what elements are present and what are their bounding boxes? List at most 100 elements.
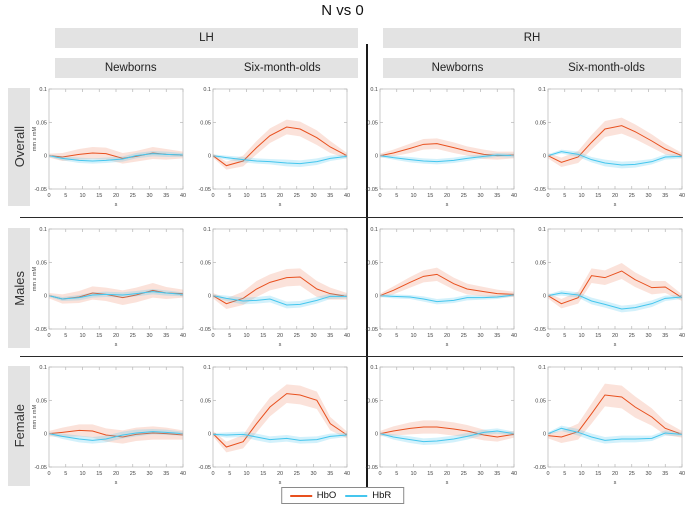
- hbr-legend-line: [345, 494, 368, 497]
- chart-canvas: 0 5 10 15 20 25 30 35 400.10.050-0.05s: [198, 227, 350, 348]
- svg-text:0: 0: [375, 294, 378, 300]
- svg-text:5: 5: [563, 333, 566, 339]
- svg-text:0: 0: [543, 154, 546, 160]
- chart-canvas: 0 5 10 15 20 25 30 35 400.10.050-0.05s: [365, 87, 517, 208]
- svg-text:0: 0: [375, 432, 378, 438]
- svg-text:0.05: 0.05: [200, 260, 211, 266]
- svg-text:0: 0: [543, 294, 546, 300]
- svg-text:40: 40: [679, 333, 685, 339]
- svg-text:15: 15: [96, 471, 102, 477]
- chart-canvas: 0 5 10 15 20 25 30 35 400.10.050-0.05s: [198, 365, 350, 486]
- svg-text:40: 40: [180, 193, 186, 199]
- hbo-line: [547, 394, 683, 438]
- figure-title: N vs 0: [321, 2, 364, 19]
- svg-text:0.1: 0.1: [39, 365, 47, 371]
- svg-text:30: 30: [310, 193, 316, 199]
- svg-text:-0.05: -0.05: [533, 327, 546, 333]
- svg-text:10: 10: [410, 471, 416, 477]
- svg-text:0.05: 0.05: [36, 260, 47, 266]
- svg-text:s: s: [446, 342, 449, 348]
- chart-canvas: 0 5 10 15 20 25 30 35 400.10.050-0.05s: [198, 87, 350, 208]
- hbr-band: [213, 293, 347, 309]
- hbo-band: [548, 383, 682, 443]
- hbr-line: [547, 151, 683, 166]
- svg-text:40: 40: [180, 333, 186, 339]
- row-header-overall: Overall: [8, 88, 30, 206]
- svg-text:-0.05: -0.05: [365, 327, 378, 333]
- chart-canvas: 0 5 10 15 20 25 30 35 400.10.050-0.05s: [533, 227, 685, 348]
- svg-text:15: 15: [96, 193, 102, 199]
- hbo-line: [212, 276, 348, 305]
- svg-text:25: 25: [294, 471, 300, 477]
- svg-text:s: s: [115, 202, 118, 208]
- svg-text:25: 25: [130, 471, 136, 477]
- subplot-males-rh-newborns: 0 5 10 15 20 25 30 35 40 0.1 0.05 0 -0.05 s: [360, 224, 520, 354]
- svg-text:s: s: [115, 342, 118, 348]
- svg-text:35: 35: [327, 193, 333, 199]
- svg-text:0: 0: [44, 154, 47, 160]
- svg-text:0.1: 0.1: [203, 365, 211, 371]
- hbr-line: [212, 155, 348, 165]
- svg-text:40: 40: [511, 471, 517, 477]
- svg-text:20: 20: [277, 193, 283, 199]
- svg-text:35: 35: [662, 333, 668, 339]
- subheader-bar-lh: Newborns Six-month-olds: [55, 58, 358, 78]
- hbo-band: [49, 283, 183, 305]
- svg-text:30: 30: [146, 471, 152, 477]
- svg-text:25: 25: [461, 193, 467, 199]
- hbr-band: [380, 153, 514, 165]
- svg-text:0: 0: [47, 193, 50, 199]
- hbo-line: [547, 125, 683, 163]
- svg-text:0.05: 0.05: [367, 398, 378, 404]
- svg-text:10: 10: [410, 333, 416, 339]
- hbo-band: [380, 420, 514, 442]
- svg-text:15: 15: [96, 333, 102, 339]
- svg-text:35: 35: [163, 193, 169, 199]
- hbr-legend-label: HbR: [372, 490, 392, 501]
- svg-text:-0.05: -0.05: [198, 327, 211, 333]
- hbr-line: [547, 427, 683, 441]
- subplot-overall-rh-newborns: 0 5 10 15 20 25 30 35 40 0.1 0.05 0 -0.05 s: [360, 84, 520, 214]
- svg-text:40: 40: [344, 471, 350, 477]
- svg-text:15: 15: [260, 333, 266, 339]
- row-divider-line-2: [20, 356, 683, 357]
- subplot-overall-rh-six-month-olds: 0 5 10 15 20 25 30 35 40 0.1 0.05 0 -0.05 s: [528, 84, 685, 214]
- svg-text:35: 35: [494, 333, 500, 339]
- svg-text:0.05: 0.05: [36, 398, 47, 404]
- svg-text:0.1: 0.1: [538, 87, 546, 93]
- svg-text:s: s: [446, 480, 449, 486]
- svg-text:25: 25: [130, 333, 136, 339]
- svg-text:0.1: 0.1: [538, 227, 546, 233]
- row-label-overall: Overall: [11, 126, 27, 168]
- svg-text:30: 30: [645, 193, 651, 199]
- hbr-band: [548, 425, 682, 444]
- svg-text:0: 0: [211, 333, 214, 339]
- hbo-line: [379, 273, 515, 297]
- svg-text:0: 0: [211, 193, 214, 199]
- hbr-band: [380, 293, 514, 305]
- row-header-female: Female: [8, 366, 30, 486]
- svg-text:25: 25: [130, 193, 136, 199]
- hbo-legend-line: [289, 494, 312, 497]
- svg-text:0.05: 0.05: [367, 120, 378, 126]
- svg-text:10: 10: [578, 333, 584, 339]
- svg-text:s: s: [614, 342, 617, 348]
- rh-label: RH: [523, 32, 541, 44]
- svg-text:40: 40: [679, 471, 685, 477]
- svg-text:10: 10: [243, 193, 249, 199]
- subplot-overall-lh-six-month-olds: 0 5 10 15 20 25 30 35 40 0.1 0.05 0 -0.05 s: [193, 84, 353, 214]
- column-group-header-lh: LH: [55, 28, 358, 48]
- svg-text:0: 0: [546, 193, 549, 199]
- svg-text:0: 0: [543, 432, 546, 438]
- svg-text:0: 0: [208, 432, 211, 438]
- svg-text:30: 30: [146, 333, 152, 339]
- svg-text:-0.05: -0.05: [365, 187, 378, 193]
- subplot-female-lh-newborns: 0 5 10 15 20 25 30 35 40 0.1 0.05 0 -0.05 s mm x mM: [29, 362, 189, 492]
- subheader-bar-rh: Newborns Six-month-olds: [383, 58, 681, 78]
- subplot-males-rh-six-month-olds: 0 5 10 15 20 25 30 35 40 0.1 0.05 0 -0.05 s: [528, 224, 685, 354]
- svg-text:20: 20: [444, 193, 450, 199]
- svg-text:0.1: 0.1: [203, 87, 211, 93]
- hbr-band: [213, 154, 347, 167]
- hbo-line: [547, 270, 683, 305]
- svg-text:25: 25: [629, 333, 635, 339]
